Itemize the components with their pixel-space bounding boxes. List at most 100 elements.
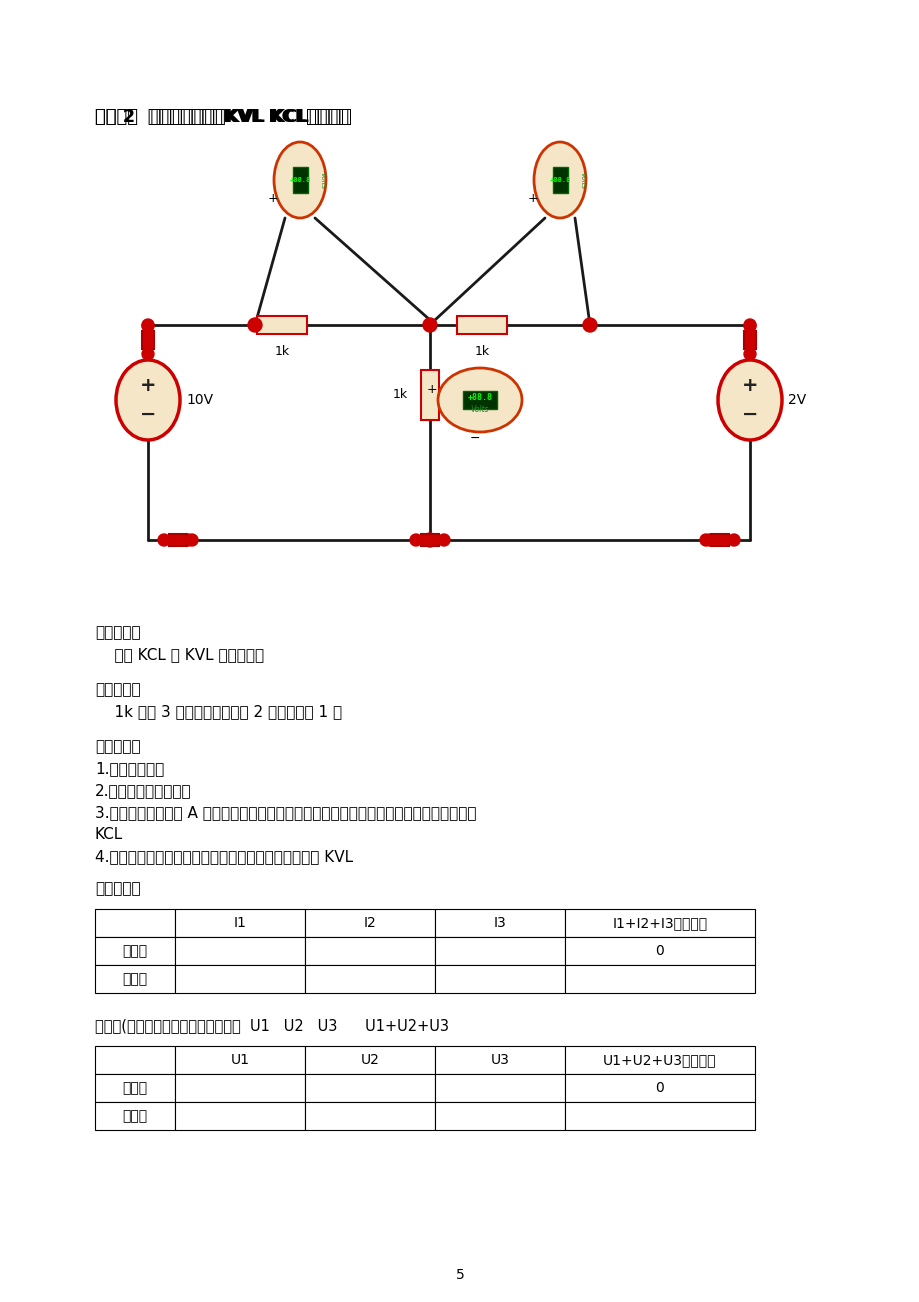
Bar (435, 1101, 564, 1130)
Ellipse shape (274, 142, 325, 217)
Text: Volts: Volts (319, 172, 324, 189)
Text: 实训数据：: 实训数据： (95, 881, 141, 896)
Circle shape (423, 318, 437, 332)
Circle shape (142, 320, 153, 332)
Circle shape (743, 320, 755, 332)
Text: 2V: 2V (788, 393, 805, 408)
Text: 测量值: 测量值 (122, 973, 147, 986)
Text: 左网孔(顺时针为各电压的参考方向）  U1   U2   U3      U1+U2+U3: 左网孔(顺时针为各电压的参考方向） U1 U2 U3 U1+U2+U3 (95, 1018, 448, 1032)
Bar (305, 965, 435, 993)
Text: 1.插入电阻元件: 1.插入电阻元件 (95, 760, 165, 776)
Text: 0: 0 (655, 1081, 664, 1095)
Text: 实训器材：: 实训器材： (95, 682, 141, 697)
Bar (462, 391, 496, 409)
Bar (552, 167, 567, 193)
Text: +88.8: +88.8 (467, 393, 492, 402)
Bar (435, 1074, 564, 1101)
Circle shape (437, 534, 449, 546)
Ellipse shape (437, 368, 521, 432)
Circle shape (158, 534, 170, 546)
Bar (710, 534, 728, 546)
Bar (305, 937, 435, 965)
Circle shape (703, 534, 715, 546)
Text: 实训目的：: 实训目的： (95, 625, 141, 641)
Bar (743, 331, 755, 349)
Bar (256, 316, 307, 335)
Bar (95, 1101, 175, 1130)
Bar (175, 937, 305, 965)
Circle shape (743, 319, 755, 331)
Text: +: + (741, 376, 757, 396)
Bar (421, 370, 438, 421)
Text: 5: 5 (455, 1268, 464, 1282)
Text: I3: I3 (494, 917, 505, 930)
Bar (435, 965, 564, 993)
Bar (305, 1101, 435, 1130)
Text: 计算值: 计算值 (122, 1081, 147, 1095)
Bar (457, 316, 506, 335)
Text: I1+I2+I3（误差）: I1+I2+I3（误差） (612, 917, 707, 930)
Circle shape (186, 534, 198, 546)
Text: 实训 2  基尔霍夫定律（KVL KCL）的验证: 实训 2 基尔霍夫定律（KVL KCL）的验证 (95, 108, 348, 126)
Bar (564, 965, 754, 993)
Circle shape (583, 318, 596, 332)
Circle shape (248, 318, 262, 332)
Text: +: + (140, 376, 156, 396)
Text: +: + (267, 191, 278, 204)
Bar (175, 1101, 305, 1130)
Bar (435, 1046, 564, 1074)
Text: 2.调节电源并接入电路: 2.调节电源并接入电路 (95, 783, 191, 798)
Circle shape (727, 534, 739, 546)
Bar (175, 1046, 305, 1074)
Text: I2: I2 (363, 917, 376, 930)
Bar (564, 937, 754, 965)
Bar (564, 1101, 754, 1130)
Circle shape (699, 534, 711, 546)
Bar (421, 534, 438, 546)
Circle shape (410, 534, 422, 546)
Text: 3.测量三个流入节点 A 的电流值（可以通过测量电阻电压换算），与计算值进行比较并验证: 3.测量三个流入节点 A 的电流值（可以通过测量电阻电压换算），与计算值进行比较… (95, 805, 476, 820)
Bar (305, 909, 435, 937)
Bar (175, 909, 305, 937)
Bar (142, 331, 153, 349)
Ellipse shape (533, 142, 585, 217)
Text: 掌握 KCL 和 KVL 的验证方法: 掌握 KCL 和 KVL 的验证方法 (95, 647, 264, 661)
Bar (95, 909, 175, 937)
Text: 1k: 1k (392, 388, 407, 401)
Bar (175, 1074, 305, 1101)
Bar (435, 909, 564, 937)
Text: U3: U3 (490, 1053, 509, 1068)
Ellipse shape (116, 359, 180, 440)
Text: +88.8: +88.8 (549, 177, 570, 184)
Circle shape (743, 348, 755, 359)
Bar (95, 1074, 175, 1101)
Circle shape (182, 534, 194, 546)
Circle shape (423, 533, 437, 547)
Text: 4.测量左边网孔的各电压值，与计算值进行比较并验证 KVL: 4.测量左边网孔的各电压值，与计算值进行比较并验证 KVL (95, 849, 353, 865)
Text: U2: U2 (360, 1053, 379, 1068)
Ellipse shape (717, 359, 781, 440)
Bar (564, 1046, 754, 1074)
Text: −: − (470, 431, 480, 444)
Text: +: + (528, 191, 538, 204)
Bar (305, 1074, 435, 1101)
Text: 实训步骤：: 实训步骤： (95, 740, 141, 754)
Bar (564, 909, 754, 937)
Text: Volts: Volts (578, 172, 584, 189)
Text: I1: I1 (233, 917, 246, 930)
Bar (95, 937, 175, 965)
Text: U1+U2+U3（误差）: U1+U2+U3（误差） (603, 1053, 716, 1068)
Bar (169, 534, 187, 546)
Circle shape (142, 319, 153, 331)
Text: 实训目的  基尔霍夫定律（KVL KCL）的验证: 实训目的 基尔霍夫定律（KVL KCL）的验证 (95, 108, 351, 126)
Text: 1k 电阻 3 个、直流稳压电源 2 台、实训板 1 块: 1k 电阻 3 个、直流稳压电源 2 台、实训板 1 块 (95, 704, 342, 719)
Text: 1k: 1k (474, 345, 489, 358)
Text: U1: U1 (231, 1053, 249, 1068)
Bar (305, 1046, 435, 1074)
Bar (95, 965, 175, 993)
Bar (292, 167, 308, 193)
Text: 计算值: 计算值 (122, 944, 147, 958)
Text: −: − (741, 405, 757, 423)
Circle shape (142, 348, 153, 359)
Text: Volts: Volts (471, 405, 489, 414)
